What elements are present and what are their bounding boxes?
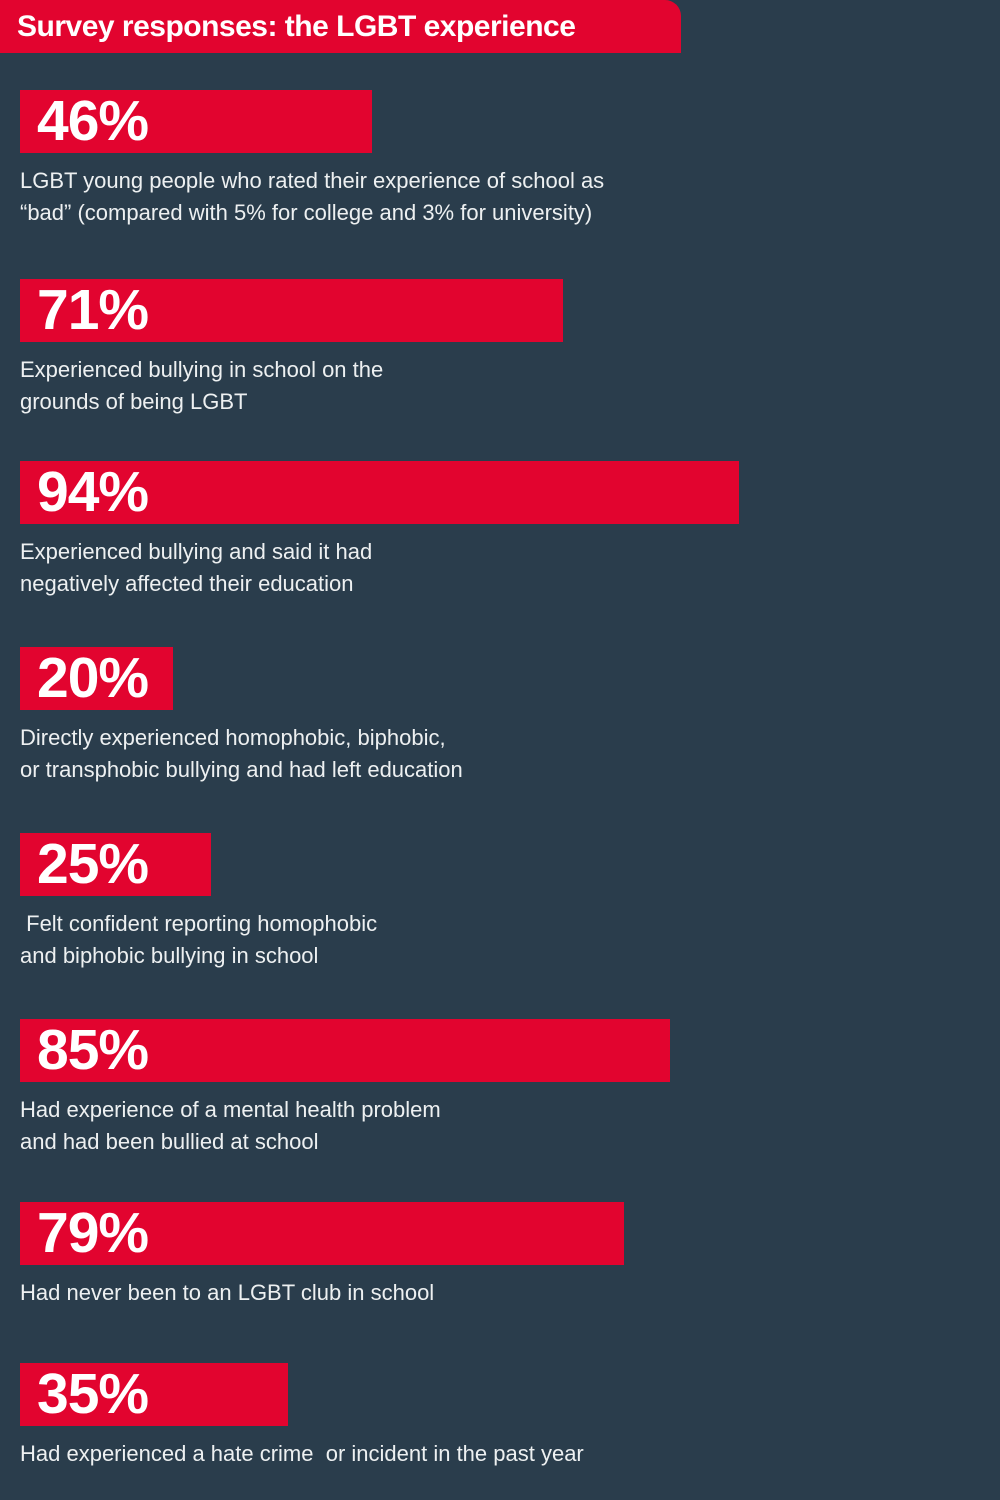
stat-bar: 79% [20,1202,624,1265]
stat-bar: 71% [20,279,563,342]
stat-bar: 85% [20,1019,670,1082]
stat-bar: 46% [20,90,372,153]
stat-caption: Experienced bullying and said it had neg… [20,539,373,596]
stat-bar: 25% [20,833,211,896]
stat-value-label: 79% [37,1201,149,1265]
stat-caption: Experienced bullying in school on the gr… [20,357,384,414]
stat-caption: Felt confident reporting homophobic and … [20,911,378,968]
stat-caption: Had never been to an LGBT club in school [20,1280,435,1305]
stat-bar: 20% [20,647,173,710]
stat-value-label: 85% [37,1018,149,1082]
stat-caption: Had experience of a mental health proble… [20,1097,441,1154]
stat-bar: 35% [20,1363,288,1426]
stat-caption: Directly experienced homophobic, biphobi… [20,725,463,782]
stat-bar: 94% [20,461,739,524]
stat-value-label: 20% [37,646,149,710]
stat-caption: Had experienced a hate crime or incident… [20,1441,584,1466]
stat-value-label: 25% [37,832,149,896]
page-title: Survey responses: the LGBT experience [17,10,576,43]
stat-value-label: 35% [37,1362,149,1426]
title-banner: Survey responses: the LGBT experience [0,0,681,53]
stat-value-label: 94% [37,460,149,524]
stat-value-label: 46% [37,89,149,153]
stat-value-label: 71% [37,278,149,342]
stat-caption: LGBT young people who rated their experi… [20,168,605,225]
